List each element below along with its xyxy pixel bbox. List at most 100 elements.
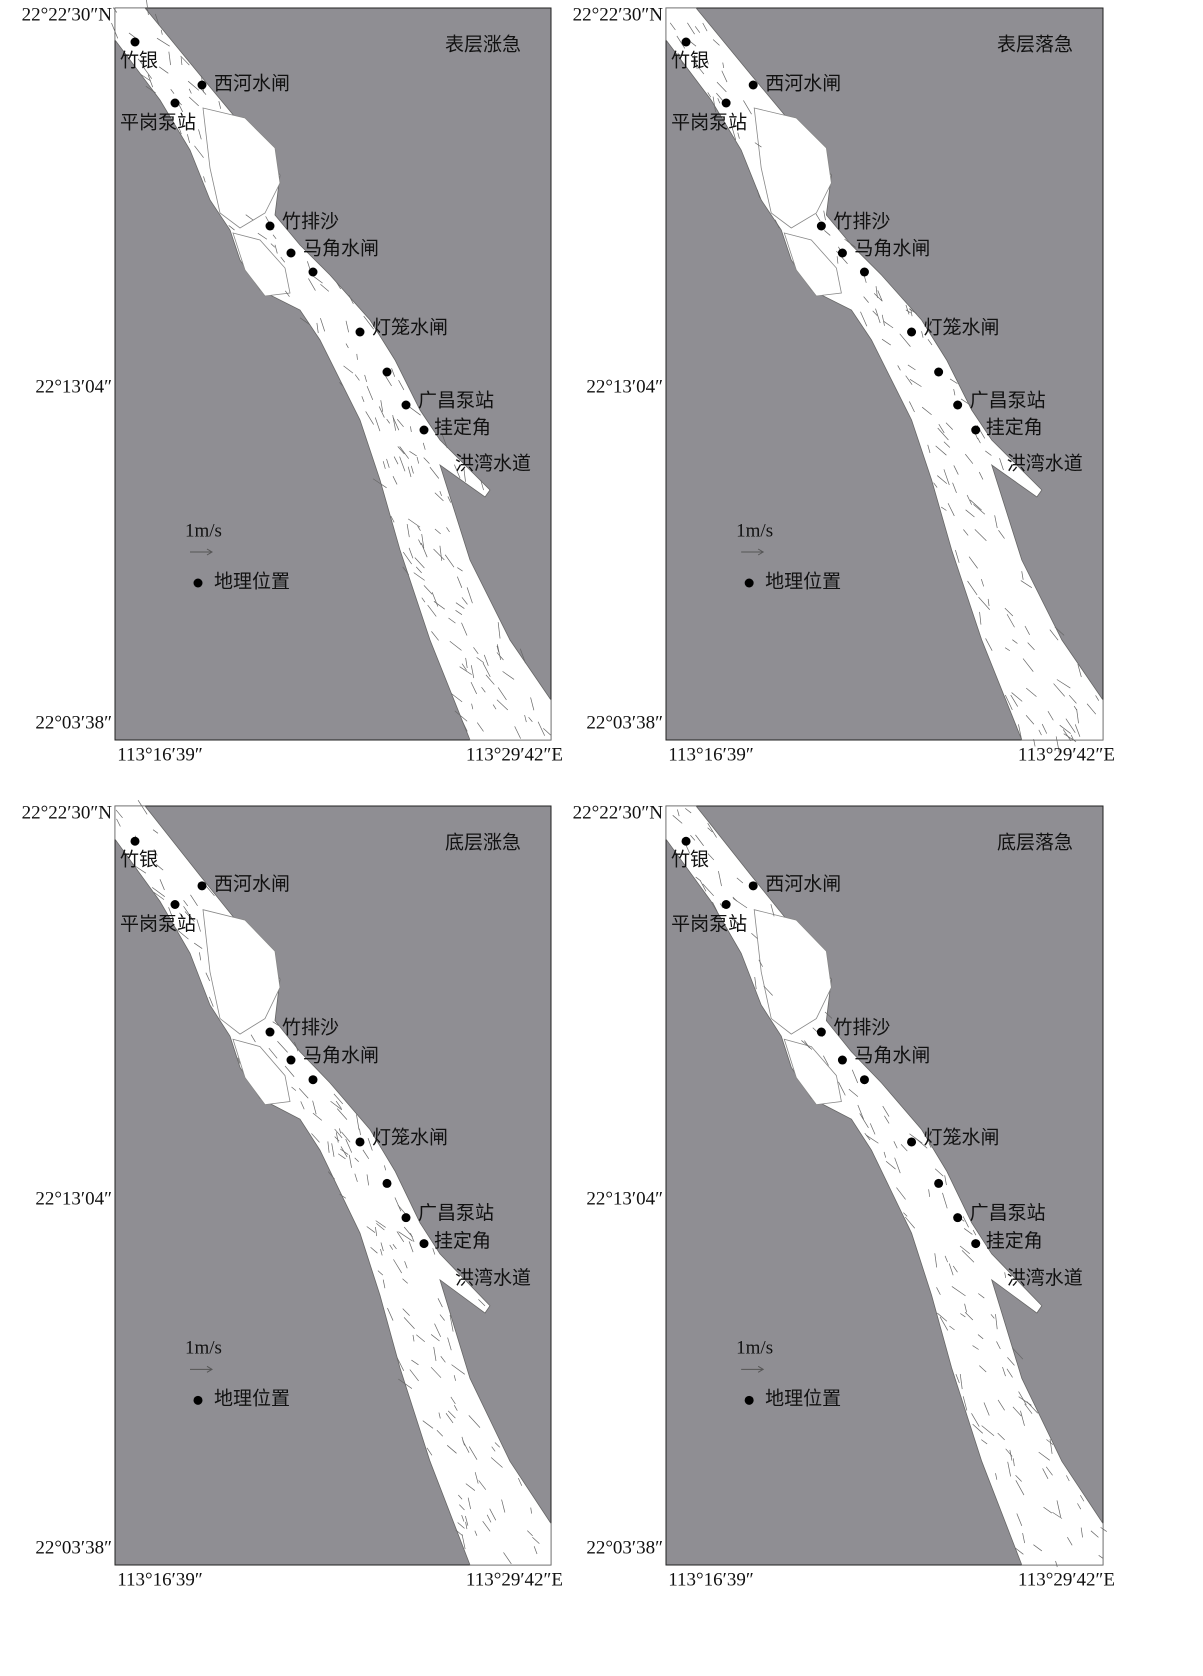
station-dot	[420, 1239, 429, 1248]
station-dot	[171, 99, 180, 108]
scale-label: 1m/s	[736, 520, 773, 541]
station-dot	[266, 1028, 275, 1037]
station-label: 挂定角	[986, 416, 1043, 438]
legend-label: 地理位置	[214, 570, 290, 592]
longitude-label: 113°29′42″E	[1018, 1569, 1115, 1590]
station-dot	[402, 1213, 411, 1222]
station-label: 竹排沙	[282, 1016, 339, 1038]
panel-title: 底层落急	[997, 831, 1073, 853]
station-dot	[402, 401, 411, 410]
station-label: 竹银	[671, 849, 709, 871]
latitude-label: 22°13′04″	[35, 376, 112, 397]
station-label: 竹排沙	[833, 210, 890, 232]
station-dot	[309, 1075, 318, 1084]
longitude-label: 113°29′42″E	[1018, 744, 1115, 765]
station-label: 平岗泵站	[120, 913, 196, 935]
station-label: 平岗泵站	[671, 111, 747, 133]
station-label: 马角水闸	[854, 237, 930, 259]
latitude-label: 22°22′30″N	[573, 802, 664, 823]
channel-label: 洪湾水道	[1007, 1267, 1083, 1289]
legend-label: 地理位置	[765, 1388, 841, 1410]
station-label: 马角水闸	[854, 1044, 930, 1066]
station-dot	[860, 1075, 869, 1084]
station-dot	[171, 900, 180, 909]
legend-dot	[194, 1396, 203, 1405]
station-dot	[356, 328, 365, 337]
latitude-label: 22°03′38″	[586, 1537, 663, 1558]
latitude-label: 22°13′04″	[35, 1188, 112, 1209]
station-dot	[838, 1056, 847, 1065]
station-dot	[838, 249, 847, 258]
station-dot	[266, 222, 275, 231]
station-dot	[953, 1213, 962, 1222]
station-dot	[682, 38, 691, 47]
station-dot	[953, 401, 962, 410]
station-label: 西河水闸	[214, 72, 290, 94]
station-dot	[749, 81, 758, 90]
station-label: 马角水闸	[303, 237, 379, 259]
figure: 表层涨急竹银西河水闸平岗泵站竹排沙马角水闸灯笼水闸广昌泵站挂定角洪湾水道1m/s…	[0, 0, 1203, 1676]
station-dot	[971, 426, 980, 435]
station-dot	[907, 328, 916, 337]
station-label: 竹银	[120, 849, 158, 871]
panel-title: 表层涨急	[445, 33, 521, 55]
longitude-label: 113°16′39″	[668, 744, 753, 765]
scale-label: 1m/s	[185, 520, 222, 541]
legend-dot	[745, 1396, 754, 1405]
latitude-label: 22°13′04″	[586, 376, 663, 397]
station-label: 西河水闸	[765, 72, 841, 94]
station-dot	[309, 268, 318, 277]
panel-title: 底层涨急	[445, 831, 521, 853]
longitude-label: 113°16′39″	[117, 1569, 202, 1590]
station-label: 灯笼水闸	[924, 316, 1000, 338]
station-dot	[287, 1056, 296, 1065]
station-label: 广昌泵站	[970, 389, 1046, 411]
station-dot	[817, 1028, 826, 1037]
station-dot	[934, 1179, 943, 1188]
station-dot	[131, 837, 140, 846]
station-label: 广昌泵站	[418, 1202, 494, 1224]
station-dot	[722, 900, 731, 909]
channel-label: 洪湾水道	[455, 1267, 531, 1289]
scale-label: 1m/s	[736, 1338, 773, 1359]
longitude-label: 113°29′42″E	[466, 744, 563, 765]
station-label: 挂定角	[986, 1230, 1043, 1252]
station-label: 竹银	[120, 49, 158, 71]
station-dot	[971, 1239, 980, 1248]
longitude-label: 113°16′39″	[668, 1569, 753, 1590]
station-dot	[722, 99, 731, 108]
scale-label: 1m/s	[185, 1338, 222, 1359]
station-label: 马角水闸	[303, 1044, 379, 1066]
legend-label: 地理位置	[214, 1388, 290, 1410]
channel-label: 洪湾水道	[1007, 452, 1083, 474]
station-label: 挂定角	[434, 416, 491, 438]
station-dot	[131, 38, 140, 47]
channel-label: 洪湾水道	[455, 452, 531, 474]
station-dot	[749, 881, 758, 890]
map-panel: 底层落急竹银西河水闸平岗泵站竹排沙马角水闸灯笼水闸广昌泵站挂定角洪湾水道1m/s…	[573, 802, 1115, 1590]
latitude-label: 22°13′04″	[586, 1188, 663, 1209]
map-panel: 底层涨急竹银西河水闸平岗泵站竹排沙马角水闸灯笼水闸广昌泵站挂定角洪湾水道1m/s…	[22, 800, 563, 1590]
station-label: 广昌泵站	[970, 1202, 1046, 1224]
station-dot	[383, 368, 392, 377]
station-label: 广昌泵站	[418, 389, 494, 411]
station-label: 竹银	[671, 49, 709, 71]
station-dot	[934, 368, 943, 377]
station-label: 灯笼水闸	[372, 316, 448, 338]
panel-title: 表层落急	[997, 33, 1073, 55]
latitude-label: 22°03′38″	[35, 1537, 112, 1558]
station-label: 平岗泵站	[120, 111, 196, 133]
station-dot	[198, 881, 207, 890]
station-dot	[817, 222, 826, 231]
station-label: 西河水闸	[214, 873, 290, 895]
station-dot	[198, 81, 207, 90]
legend-dot	[194, 579, 203, 588]
latitude-label: 22°03′38″	[586, 712, 663, 733]
station-label: 竹排沙	[282, 210, 339, 232]
station-dot	[356, 1137, 365, 1146]
station-dot	[287, 249, 296, 258]
station-label: 灯笼水闸	[372, 1126, 448, 1148]
station-label: 灯笼水闸	[924, 1126, 1000, 1148]
latitude-label: 22°22′30″N	[573, 4, 664, 25]
